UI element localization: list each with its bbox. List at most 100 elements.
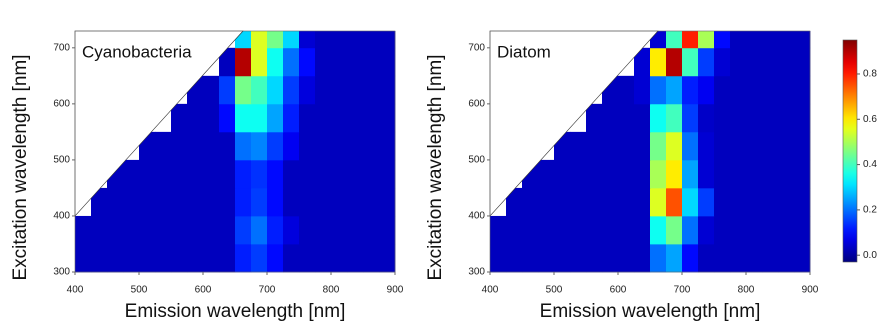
heatmap-cell: [682, 103, 699, 133]
heatmap-cell: [235, 47, 252, 77]
heatmap-cell: [315, 187, 332, 217]
heatmap-cell: [251, 215, 268, 245]
heatmap-cell: [267, 215, 284, 245]
heatmap-cell: [778, 47, 795, 77]
heatmap-cell: [251, 131, 268, 161]
heatmap-cell: [171, 215, 188, 245]
heatmap-cell: [570, 215, 587, 245]
heatmap-cell: [203, 159, 220, 189]
x-tick-label: 600: [195, 285, 212, 296]
heatmap-cell: [682, 75, 699, 105]
heatmap-cell: [730, 75, 747, 105]
heatmap-cell: [219, 243, 236, 273]
heatmap-cell: [219, 103, 236, 133]
x-tick-label: 800: [323, 285, 340, 296]
heatmap-cell: [506, 243, 523, 273]
heatmap-cell: [778, 215, 795, 245]
heatmap-cell: [778, 131, 795, 161]
heatmap-cell: [315, 47, 332, 77]
heatmap-cell: [139, 243, 156, 273]
colorbar-tick-label: 0.2: [863, 205, 877, 216]
heatmap-cell: [666, 215, 683, 245]
heatmap-cell: [251, 159, 268, 189]
heatmap-cell: [650, 131, 667, 161]
heatmap-cell: [666, 243, 683, 273]
heatmap-cell: [379, 47, 396, 77]
heatmap-cell: [698, 243, 715, 273]
heatmap-cell: [762, 243, 779, 273]
heatmap-cell: [379, 187, 396, 217]
heatmap-cell: [618, 159, 635, 189]
heatmap-cell: [634, 159, 651, 189]
heatmap-cell: [586, 215, 603, 245]
x-tick-label: 800: [738, 285, 755, 296]
y-tick-label: 400: [468, 211, 485, 222]
heatmap-cell: [570, 131, 587, 161]
heatmap-cell: [522, 187, 539, 217]
heatmap-cell: [602, 103, 619, 133]
heatmap-cell: [698, 215, 715, 245]
heatmap-cell: [171, 159, 188, 189]
heatmap-cell: [554, 187, 571, 217]
heatmap-cell: [794, 243, 811, 273]
x-tick-label: 900: [802, 285, 819, 296]
y-axis-label: Excitation wavelength [nm]: [425, 54, 446, 280]
heatmap-cell: [107, 243, 124, 273]
heatmap-cell: [730, 131, 747, 161]
heatmap-cell: [554, 159, 571, 189]
heatmap-cell: [634, 47, 651, 77]
x-tick-label: 500: [546, 285, 563, 296]
heatmap-cell: [794, 75, 811, 105]
heatmap-cell: [698, 31, 715, 49]
heatmap-cell: [698, 187, 715, 217]
heatmap-cell: [794, 103, 811, 133]
panel: 400 500 600 700 800 900 300 400 500 600 700 Diatom E…: [425, 30, 819, 322]
heatmap-cell: [203, 131, 220, 161]
colorbar-gradient: [842, 39, 858, 263]
heatmap-cell: [235, 187, 252, 217]
heatmap-cell: [682, 215, 699, 245]
heatmap-cell: [650, 47, 667, 77]
heatmap-cell: [187, 187, 204, 217]
heatmap-cell: [570, 159, 587, 189]
heatmap-cell: [219, 47, 236, 77]
heatmap-cell: [347, 159, 364, 189]
heatmap-cell: [251, 187, 268, 217]
heatmap-cell: [155, 159, 172, 189]
heatmap-cell: [139, 159, 156, 189]
heatmap-cell: [267, 103, 284, 133]
x-tick-label: 700: [674, 285, 691, 296]
heatmap-cell: [347, 103, 364, 133]
heatmap-cell: [315, 131, 332, 161]
heatmap-cell: [299, 187, 316, 217]
heatmap-cell: [363, 75, 380, 105]
heatmap-cell: [682, 243, 699, 273]
y-tick-label: 600: [53, 99, 70, 110]
heatmap-cell: [299, 31, 316, 49]
heatmap-cell: [746, 47, 763, 77]
heatmap-cell: [123, 159, 140, 189]
heatmap-cell: [331, 47, 348, 77]
heatmap-cell: [219, 215, 236, 245]
heatmap-cell: [618, 215, 635, 245]
heatmap-cell: [506, 187, 523, 217]
heatmap-cell: [666, 103, 683, 133]
heatmap-cell: [251, 75, 268, 105]
heatmap-cell: [379, 103, 396, 133]
heatmap-cell: [267, 243, 284, 273]
heatmap-cell: [730, 103, 747, 133]
heatmap-cell: [650, 215, 667, 245]
heatmap-cell: [155, 243, 172, 273]
heatmap-cell: [778, 75, 795, 105]
x-tick-label: 700: [259, 285, 276, 296]
heatmap-cell: [267, 187, 284, 217]
heatmap-cell: [283, 215, 300, 245]
heatmap-cell: [714, 47, 731, 77]
heatmap-cell: [267, 159, 284, 189]
heatmap-cell: [666, 31, 683, 49]
y-tick-label: 400: [53, 211, 70, 222]
heatmap-cell: [139, 187, 156, 217]
heatmap-cell: [586, 187, 603, 217]
heatmap-cell: [634, 187, 651, 217]
